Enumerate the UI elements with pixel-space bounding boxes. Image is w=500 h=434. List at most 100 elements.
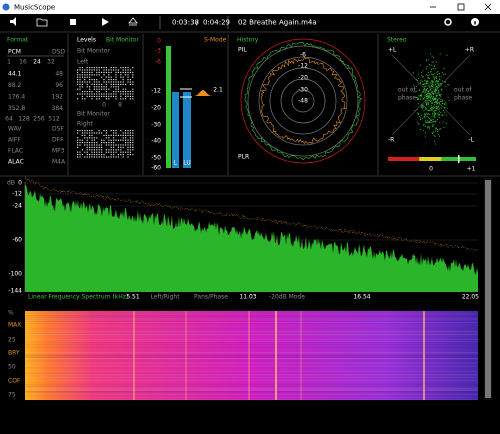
spectrogram-noise — [25, 334, 478, 335]
bit-dot — [113, 156, 115, 158]
stereo-dot — [429, 84, 431, 86]
bit-dot — [117, 134, 119, 136]
stereo-dot — [438, 92, 440, 94]
open-button[interactable] — [36, 18, 48, 27]
stereo-dot — [424, 125, 426, 127]
stereo-dot — [418, 95, 420, 97]
bit-dot — [125, 132, 127, 134]
stereo-dot — [433, 78, 435, 80]
bit-dot — [110, 93, 112, 95]
bit-dot — [96, 98, 98, 100]
stereo-dot — [433, 65, 435, 67]
stereo-dot — [440, 98, 442, 100]
bit-dot — [113, 83, 115, 85]
bit-dot — [110, 71, 112, 73]
bit-dot — [125, 139, 127, 141]
bit-dot — [77, 71, 79, 73]
settings-button[interactable] — [444, 18, 452, 26]
spectrogram-noise — [25, 374, 478, 375]
maximize-button[interactable] — [457, 3, 465, 11]
bit-dot — [127, 67, 129, 69]
play-button[interactable] — [102, 18, 109, 26]
bit-dot — [101, 149, 103, 151]
eject-button[interactable] — [128, 17, 138, 26]
stereo-dot — [434, 114, 435, 116]
stereo-dot — [439, 94, 441, 96]
stereo-dot — [425, 60, 427, 62]
stereo-dot — [446, 122, 447, 124]
stereo-dot — [420, 117, 422, 119]
stereo-dot — [438, 114, 440, 116]
bit-dot — [77, 130, 79, 132]
bit-dot — [105, 156, 107, 158]
bit-dot — [132, 134, 134, 136]
bit-dot — [103, 67, 105, 69]
stereo-dot — [431, 64, 433, 66]
history-ring — [258, 56, 348, 146]
stereo-dot — [438, 82, 440, 84]
bit-dot — [122, 137, 124, 139]
bit-dot — [117, 144, 119, 146]
spectrogram-label: 25 — [8, 337, 16, 344]
stereo-dot — [431, 92, 433, 93]
bit-dot — [129, 71, 131, 73]
bit-dot — [89, 71, 91, 73]
bit-dot — [86, 137, 88, 139]
stereo-dot — [436, 75, 438, 77]
stereo-dot — [434, 120, 436, 122]
stereo-dot — [429, 114, 431, 115]
bit-dot — [89, 156, 91, 158]
stereo-dot — [431, 91, 433, 93]
stereo-dot — [425, 121, 427, 123]
bit-dot — [127, 130, 129, 132]
bit-dot — [110, 154, 112, 156]
volume-button[interactable] — [10, 17, 16, 26]
mode-toggle[interactable]: Pans/Phase — [194, 294, 228, 301]
bit-dot — [110, 156, 112, 158]
bit-dot — [81, 74, 83, 76]
stereo-dot — [420, 79, 422, 81]
stereo-dot — [433, 131, 435, 133]
bit-dot — [91, 146, 93, 148]
scrollbar-thumb[interactable] — [485, 180, 491, 398]
bit-dot — [125, 67, 127, 69]
mode-toggle[interactable]: S-Mode — [204, 37, 227, 44]
bit-dot — [84, 132, 86, 134]
bit-dot — [81, 154, 83, 156]
stereo-dot — [426, 96, 427, 98]
spectrogram-noise — [25, 313, 478, 314]
stereo-dot — [435, 68, 437, 70]
bit-dot — [115, 98, 117, 100]
stereo-dot — [436, 92, 438, 94]
correlation-scale: 0 — [429, 166, 433, 173]
stereo-dot — [429, 121, 431, 123]
close-button[interactable] — [484, 3, 492, 11]
bit-dot — [113, 151, 115, 153]
bit-dot — [86, 156, 88, 158]
stereo-dot — [443, 73, 445, 75]
stereo-dot — [441, 90, 443, 92]
bit-dot — [98, 130, 100, 132]
stop-button[interactable] — [70, 19, 76, 25]
history-label: PLR — [238, 154, 249, 161]
channel-label: Left — [77, 59, 89, 66]
stereo-dot — [415, 97, 417, 99]
stereo-dot — [430, 122, 432, 123]
spectrogram-label: % — [8, 310, 14, 317]
stereo-dot — [420, 82, 421, 84]
phase-note: phase — [398, 95, 416, 102]
stereo-dot — [429, 71, 431, 73]
mode-toggle[interactable]: Left/Right — [150, 294, 180, 301]
bit-dot — [86, 149, 88, 151]
stereo-dot — [427, 100, 429, 102]
bit-dot — [89, 93, 91, 95]
bit-dot — [129, 98, 131, 100]
stereo-dot — [440, 96, 441, 98]
bit-dot — [96, 146, 98, 148]
stereo-dot — [435, 76, 437, 78]
mode-toggle[interactable]: -20dB Mode — [269, 294, 305, 301]
stereo-dot — [426, 89, 427, 91]
bit-dot — [113, 69, 115, 71]
stereo-dot — [430, 87, 432, 89]
mode-toggle[interactable]: Bit Monitor — [106, 37, 139, 44]
